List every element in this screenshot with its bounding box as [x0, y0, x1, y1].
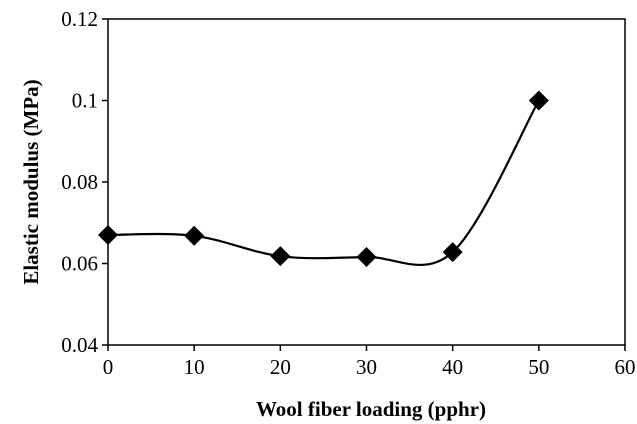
- series-line: [107, 99, 540, 267]
- x-tick-label: 60: [615, 355, 636, 379]
- y-tick-label: 0.12: [61, 7, 98, 31]
- plot-area: [107, 18, 626, 346]
- y-axis-title: Elastic modulus (MPa): [19, 79, 43, 284]
- y-tick-label: 0.1: [72, 89, 98, 113]
- y-axis-ticks: 0.04 0.06 0.08 0.1 0.12: [61, 7, 108, 357]
- x-tick-label: 0: [103, 355, 114, 379]
- x-tick-label: 50: [528, 355, 549, 379]
- x-axis-ticks: 0 10 20 30 40 50 60: [103, 345, 636, 379]
- data-point: [98, 224, 118, 245]
- x-tick-label: 20: [270, 355, 291, 379]
- y-tick-label: 0.06: [61, 252, 98, 276]
- y-tick-label: 0.08: [61, 170, 98, 194]
- data-point: [442, 242, 463, 263]
- data-point: [184, 225, 205, 246]
- x-tick-label: 30: [356, 355, 377, 379]
- data-point: [528, 90, 549, 111]
- data-point: [270, 246, 291, 267]
- x-tick-label: 10: [184, 355, 205, 379]
- data-point: [356, 246, 377, 267]
- plot-border: [107, 18, 626, 346]
- y-tick-label: 0.04: [61, 333, 98, 357]
- x-axis-title: Wool fiber loading (pphr): [256, 397, 486, 421]
- data-markers: [98, 90, 549, 267]
- x-tick-label: 40: [442, 355, 463, 379]
